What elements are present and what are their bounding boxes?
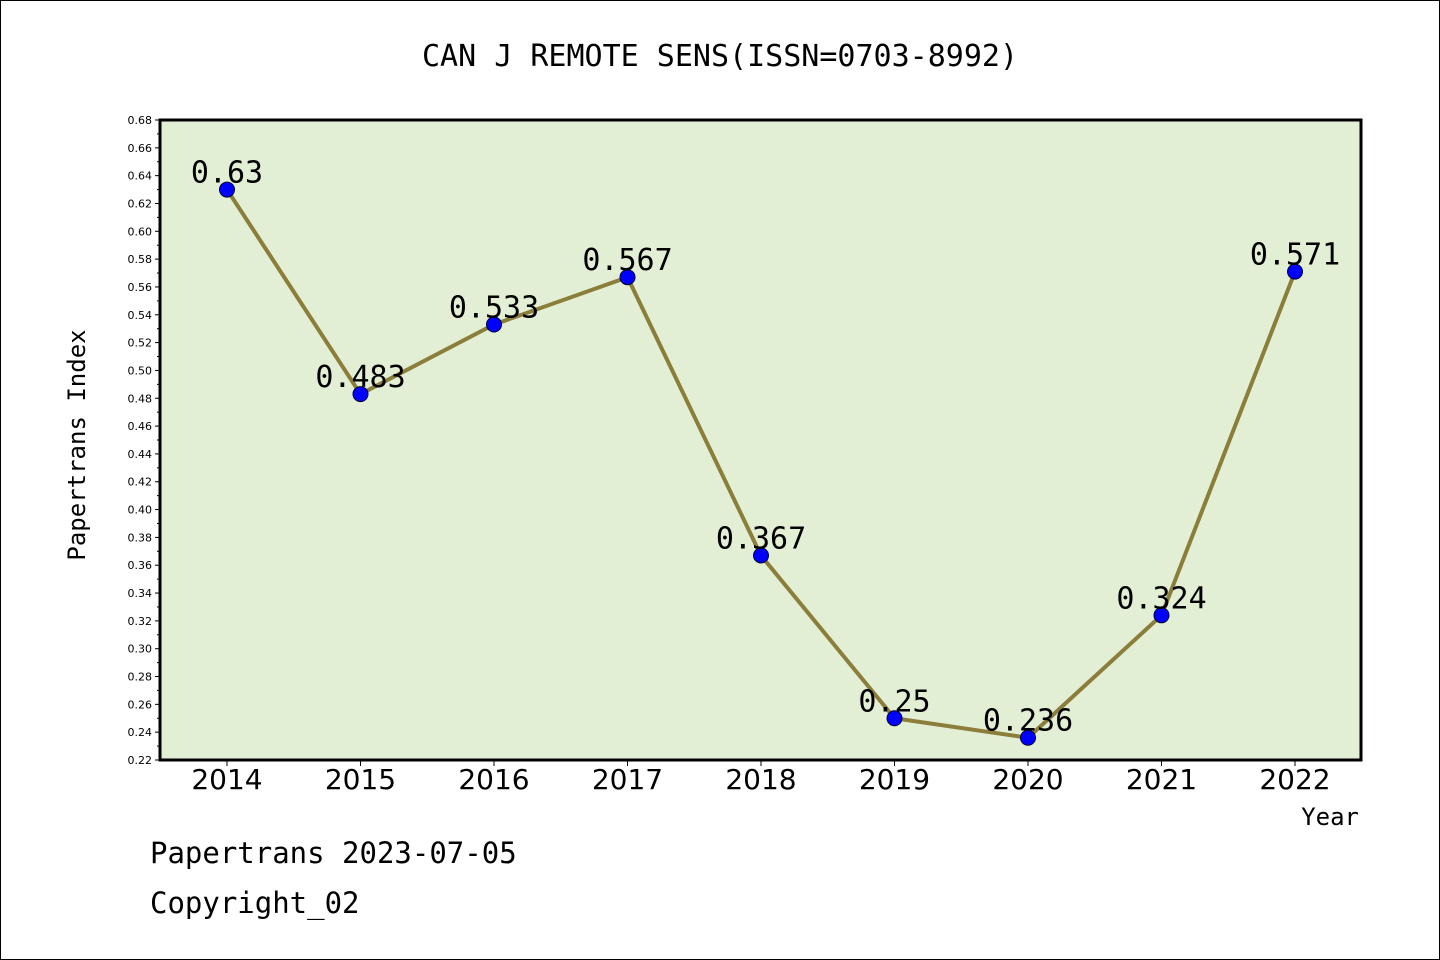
y-tick-label: 0.60 <box>128 225 153 238</box>
data-label: 0.533 <box>449 291 539 326</box>
data-point <box>1287 263 1303 280</box>
data-point <box>619 269 636 286</box>
y-tick-label: 0.28 <box>128 671 153 684</box>
y-tick-label: 0.36 <box>128 559 153 572</box>
data-point <box>753 547 769 564</box>
x-tick-label: 2017 <box>592 763 663 796</box>
data-point <box>219 181 235 198</box>
y-tick-label: 0.50 <box>128 364 153 377</box>
y-tick-label: 0.46 <box>128 420 153 433</box>
y-tick-label: 0.52 <box>128 337 153 350</box>
y-tick-label: 0.34 <box>128 587 153 600</box>
plot-area <box>158 118 1363 762</box>
x-tick-label: 2016 <box>458 763 529 796</box>
data-label: 0.324 <box>1116 581 1206 616</box>
data-label: 0.567 <box>582 243 672 278</box>
data-label: 0.236 <box>983 704 1073 739</box>
x-tick-label: 2018 <box>725 763 796 796</box>
series-markers <box>219 181 1303 746</box>
x-tick-label: 2020 <box>992 763 1063 796</box>
y-tick-label: 0.48 <box>128 392 153 405</box>
y-axis-label: Papertrans Index <box>63 329 91 560</box>
y-tick-label: 0.64 <box>128 170 153 183</box>
y-tick-label: 0.66 <box>128 142 153 155</box>
footer-copyright: Copyright_02 <box>150 886 360 920</box>
x-axis: 2014 2015 2016 2017 2018 2019 2020 2021 2022 <box>191 760 1331 796</box>
y-tick-label: 0.54 <box>128 309 153 322</box>
y-tick-label: 0.68 <box>128 114 153 127</box>
data-label: 0.63 <box>191 156 263 191</box>
x-axis-label: Year <box>1301 803 1359 831</box>
x-tick-label: 2021 <box>1126 763 1197 796</box>
y-tick-label: 0.62 <box>128 197 153 210</box>
y-tick-label: 0.44 <box>128 448 153 461</box>
data-label: 0.571 <box>1250 238 1340 273</box>
y-tick-label: 0.56 <box>128 281 153 294</box>
data-point <box>1020 729 1036 746</box>
data-label: 0.25 <box>858 684 930 719</box>
x-tick-label: 2019 <box>859 763 930 796</box>
y-tick-label: 0.42 <box>128 476 153 489</box>
data-point <box>486 316 502 333</box>
footer-date: Papertrans 2023-07-05 <box>150 836 517 870</box>
data-labels: 0.63 0.483 0.533 0.567 0.367 0.25 0.236 0.324 0.… <box>191 156 1340 739</box>
data-label: 0.483 <box>315 360 405 395</box>
y-tick-label: 0.32 <box>128 615 153 628</box>
y-tick-label: 0.24 <box>128 726 153 739</box>
data-point <box>886 710 903 727</box>
data-point <box>1153 607 1170 624</box>
x-tick-label: 2022 <box>1259 763 1330 796</box>
y-tick-label: 0.38 <box>128 531 153 544</box>
y-tick-label: 0.58 <box>128 253 153 266</box>
data-label: 0.367 <box>716 521 806 556</box>
x-tick-label: 2014 <box>191 763 262 796</box>
chart-title: CAN J REMOTE SENS(ISSN=0703-8992) <box>422 39 1018 74</box>
x-tick-label: 2015 <box>325 763 396 796</box>
y-tick-label: 0.40 <box>128 504 153 517</box>
y-tick-label: 0.26 <box>128 698 153 711</box>
y-axis: 0.22 0.24 0.26 0.28 0.30 0.32 0.34 0.36 0.38 0.40… <box>128 114 160 767</box>
y-tick-label: 0.30 <box>128 643 153 656</box>
y-tick-label: 0.22 <box>128 754 153 767</box>
data-point <box>352 386 369 403</box>
